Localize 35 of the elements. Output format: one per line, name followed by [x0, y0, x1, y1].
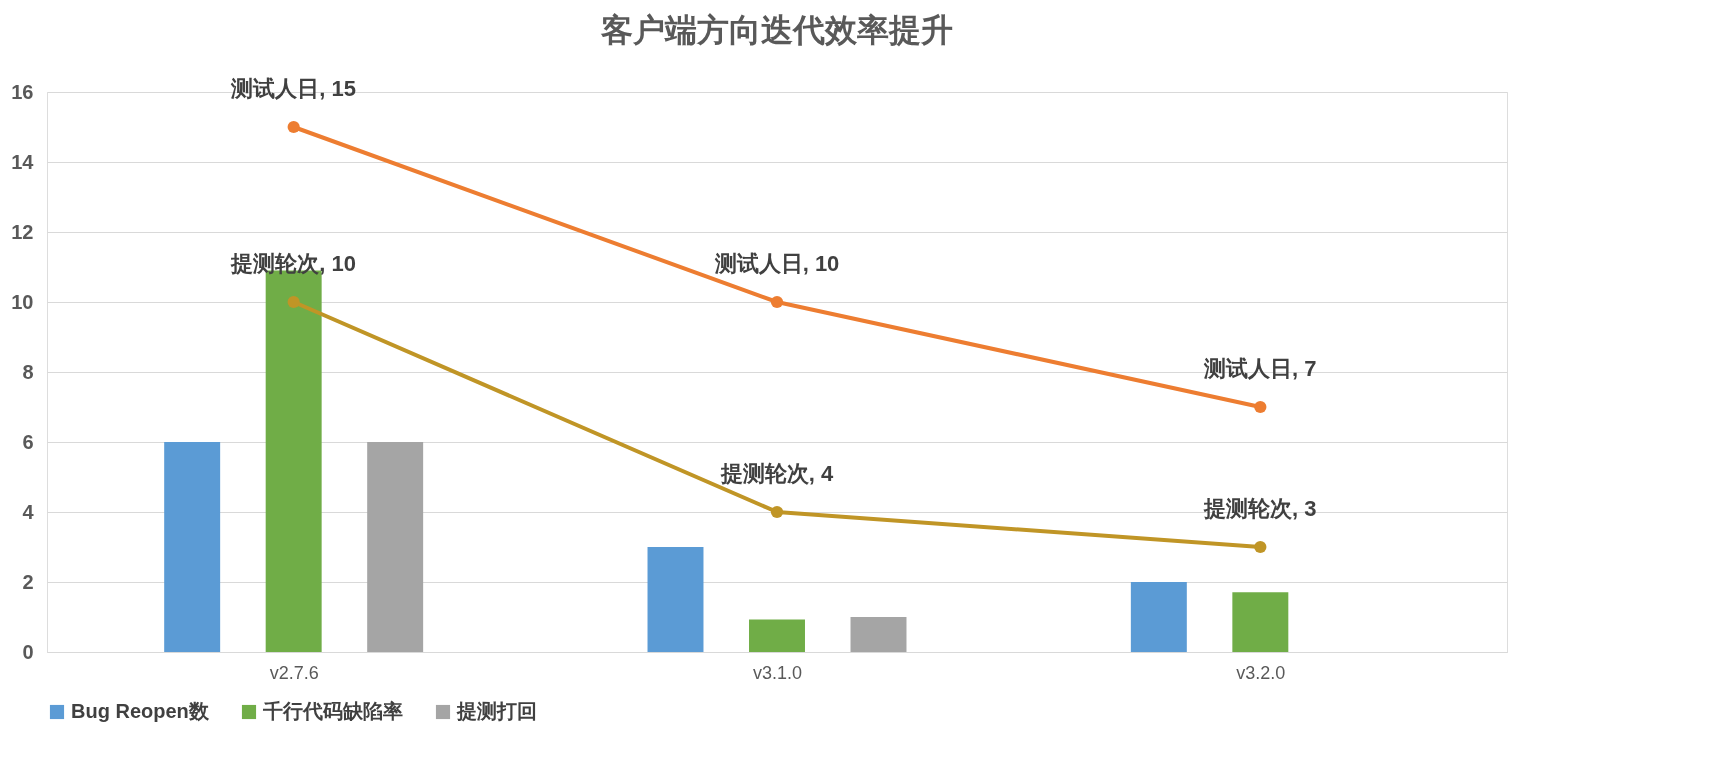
legend-label: 千行代码缺陷率: [262, 700, 403, 722]
y-tick-label: 12: [11, 220, 34, 243]
bar: [1232, 592, 1289, 652]
y-tick-label: 8: [22, 360, 34, 383]
x-tick-label: v3.2.0: [1236, 662, 1286, 683]
data-label: 测试人日, 15: [230, 76, 357, 101]
bar: [647, 547, 704, 652]
x-tick-label: v3.1.0: [752, 662, 803, 683]
y-tick-label: 4: [22, 500, 35, 523]
data-label: 测试人日, 10: [713, 251, 840, 276]
y-tick-label: 14: [11, 150, 35, 173]
chart-title: 客户端方向迭代效率提升: [600, 12, 953, 48]
point: [287, 120, 300, 134]
y-tick-label: 10: [11, 290, 34, 313]
point: [1254, 540, 1267, 554]
bar: [1130, 582, 1187, 652]
data-label: 提测轮次, 4: [719, 461, 834, 486]
point: [1254, 400, 1267, 414]
bar: [367, 442, 424, 652]
x-tick-label: v2.7.6: [269, 662, 319, 683]
y-tick-label: 2: [22, 570, 34, 593]
point: [770, 505, 784, 519]
data-label: 提测轮次, 3: [1203, 496, 1317, 521]
y-tick-label: 6: [22, 430, 34, 453]
bar: [850, 617, 907, 652]
point: [287, 295, 300, 309]
y-tick-label: 0: [22, 640, 34, 663]
legend-label: 提测打回: [456, 700, 537, 722]
y-tick-label: 16: [11, 80, 34, 103]
point: [770, 295, 784, 309]
data-label: 提测轮次, 10: [230, 251, 357, 276]
bar: [164, 442, 221, 652]
legend-label: Bug Reopen数: [71, 700, 210, 722]
bar: [749, 619, 805, 652]
data-label: 测试人日, 7: [1203, 356, 1317, 381]
